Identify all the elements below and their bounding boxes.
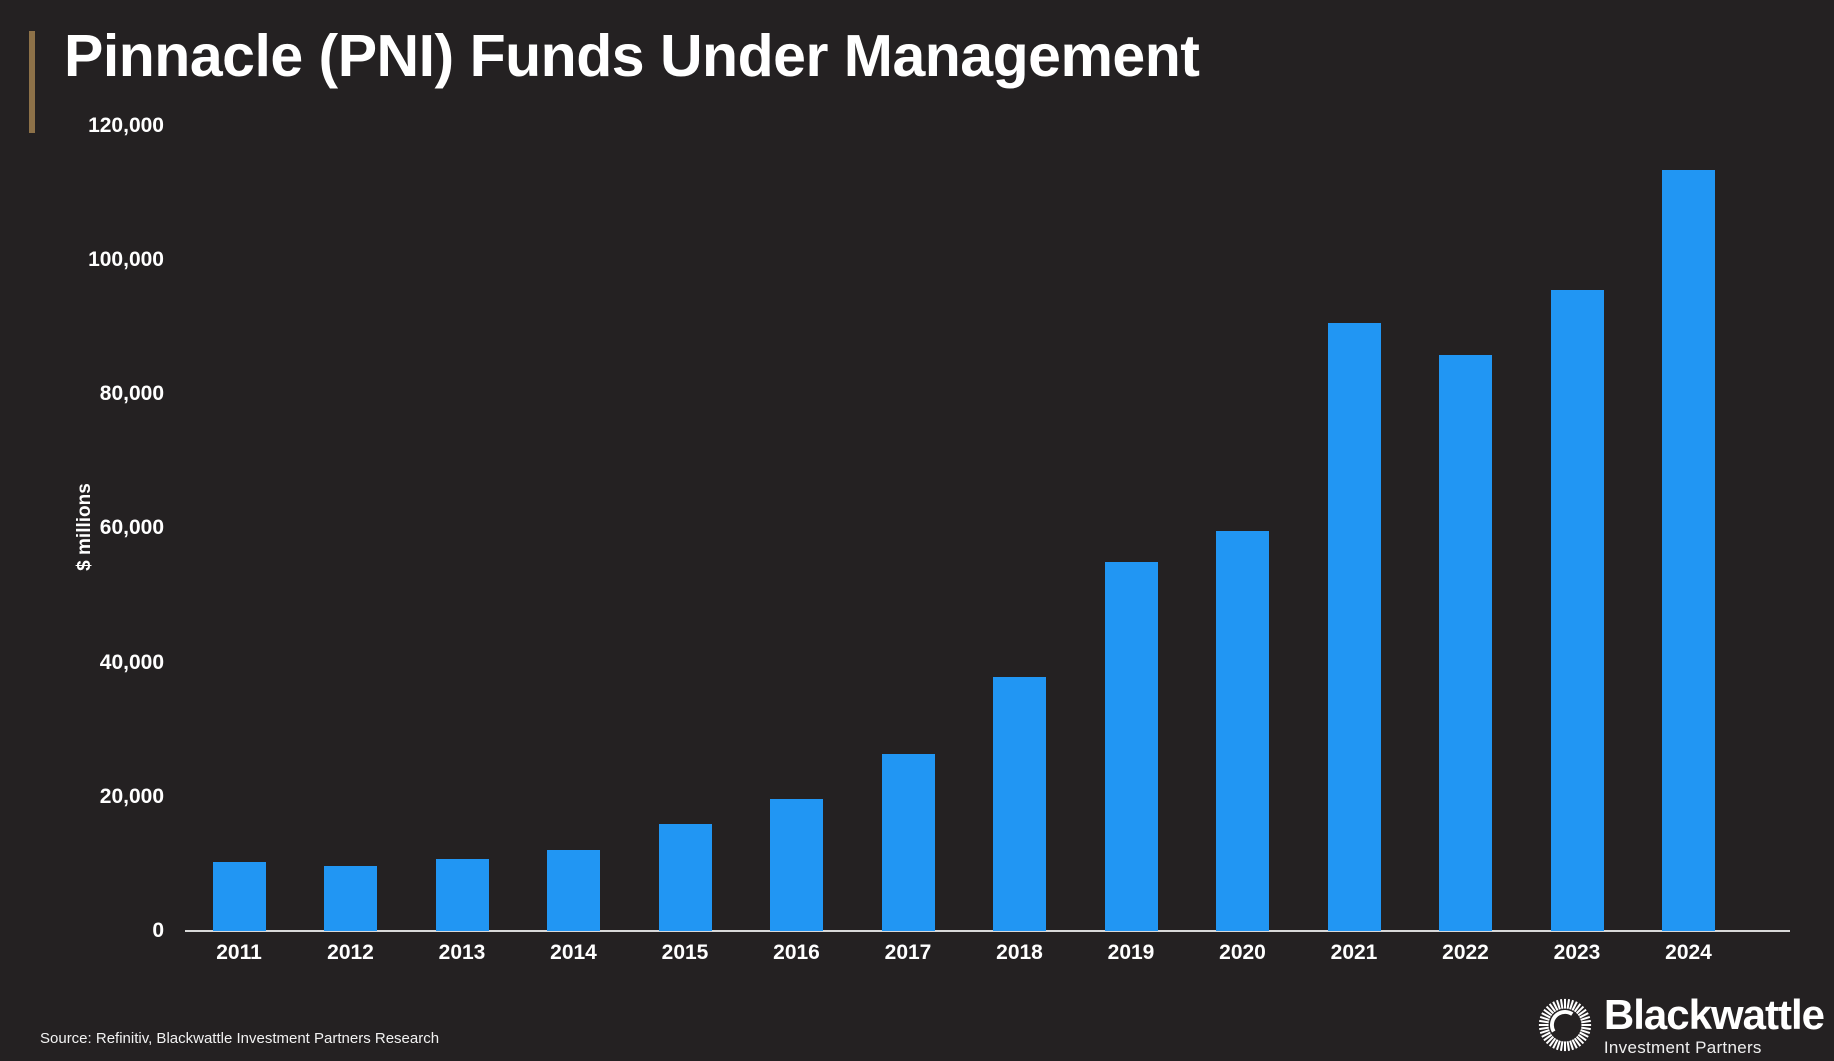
page-title: Pinnacle (PNI) Funds Under Management — [64, 23, 1200, 89]
source-note: Source: Refinitiv, Blackwattle Investmen… — [40, 1030, 440, 1047]
x-tick-label-2011: 2011 — [216, 941, 262, 964]
bar-2024 — [1662, 170, 1715, 931]
x-tick-label-2023: 2023 — [1553, 941, 1601, 964]
bar-2023 — [1550, 289, 1604, 931]
bar-2016 — [770, 798, 823, 931]
x-tick-label-2017: 2017 — [884, 941, 932, 964]
starburst-ring-icon — [1538, 998, 1591, 1052]
bar-2018 — [993, 676, 1046, 931]
bar-2017 — [881, 753, 935, 931]
x-tick-label-2014: 2014 — [550, 941, 597, 964]
x-tick-label-2022: 2022 — [1442, 941, 1489, 964]
logo-subtitle: Investment Partners — [1603, 1038, 1762, 1057]
y-tick-label-20000: 20,000 — [99, 784, 164, 808]
x-tick-label-2018: 2018 — [996, 941, 1043, 964]
x-tick-label-2012: 2012 — [327, 941, 374, 964]
y-axis-title: $ millions — [74, 483, 95, 571]
bar-2021 — [1327, 322, 1381, 931]
x-tick-label-2021: 2021 — [1330, 941, 1378, 964]
bar-2015 — [658, 823, 712, 931]
x-tick-label-2013: 2013 — [438, 941, 486, 964]
x-axis-line — [185, 930, 1790, 932]
bar-2014 — [547, 849, 600, 931]
y-tick-label-0: 0 — [152, 919, 164, 942]
y-tick-label-100000: 100,000 — [88, 247, 164, 271]
y-tick-label-40000: 40,000 — [99, 650, 164, 674]
bar-2013 — [435, 859, 489, 931]
bar-2022 — [1439, 355, 1492, 931]
x-tick-label-2019: 2019 — [1107, 941, 1155, 964]
y-tick-label-80000: 80,000 — [99, 382, 164, 405]
x-tick-label-2016: 2016 — [773, 941, 820, 964]
x-tick-label-2020: 2020 — [1219, 941, 1266, 964]
x-tick-label-2015: 2015 — [661, 941, 709, 964]
y-tick-label-60000: 60,000 — [99, 516, 164, 540]
y-tick-label-120000: 120,000 — [88, 113, 164, 137]
x-tick-label-2024: 2024 — [1665, 941, 1712, 964]
bar-2011 — [212, 861, 266, 931]
bar-2020 — [1216, 530, 1269, 931]
bar-2019 — [1104, 562, 1158, 931]
logo-name: Blackwattle — [1603, 991, 1825, 1038]
title-accent-bar — [29, 31, 35, 133]
blackwattle-logo: Blackwattle Investment Partners — [1536, 991, 1825, 1057]
bar-2012 — [324, 865, 377, 931]
